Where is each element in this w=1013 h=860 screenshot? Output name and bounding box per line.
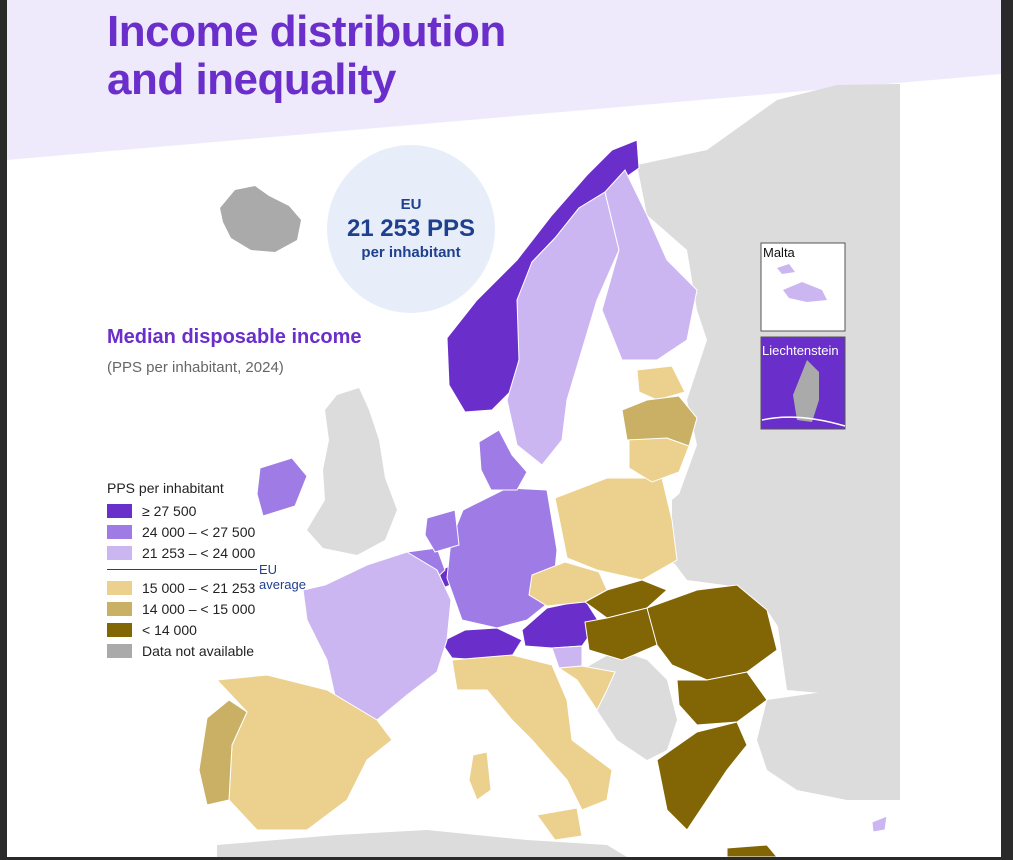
- class-mid-countries: [215, 365, 690, 841]
- legend-item: ≥ 27 500: [107, 500, 255, 521]
- eu-average-badge: EU 21 253 PPS per inhabitant: [327, 145, 495, 313]
- malta-inset-shape: [783, 282, 827, 302]
- poland: [554, 477, 678, 581]
- map-subtitle: (PPS per inhabitant, 2024): [107, 359, 284, 376]
- iceland: [220, 186, 301, 252]
- class-lowest-countries: [584, 579, 778, 857]
- legend-swatch: [107, 580, 132, 595]
- legend-swatch: [107, 643, 132, 658]
- legend-item: Data not available: [107, 640, 255, 661]
- legend-swatch: [107, 524, 132, 539]
- legend-label: ≥ 27 500: [142, 502, 197, 519]
- europe-map: [7, 0, 1001, 857]
- switzerland: [440, 627, 523, 661]
- legend-item: 14 000 – < 15 000: [107, 598, 255, 619]
- finland: [601, 169, 698, 361]
- legend-label: 15 000 – < 21 253: [142, 579, 256, 596]
- portugal: [198, 699, 248, 806]
- lithuania: [628, 437, 690, 483]
- class-above-average-countries: [302, 169, 888, 833]
- italy: [451, 654, 613, 811]
- malta-inset: [760, 242, 846, 332]
- legend-item: 15 000 – < 21 253: [107, 577, 255, 598]
- title-line-2: and inequality: [107, 55, 396, 104]
- eu-unit: per inhabitant: [361, 244, 461, 261]
- legend-swatch: [107, 622, 132, 637]
- ukraine-belarus-region: [672, 470, 900, 640]
- legend-label: 21 253 – < 24 000: [142, 544, 256, 561]
- slovenia: [551, 645, 583, 669]
- legend-label: 14 000 – < 15 000: [142, 600, 256, 617]
- germany: [446, 487, 558, 629]
- legend-label: < 14 000: [142, 621, 197, 638]
- liechtenstein-label: Liechtenstein: [762, 343, 839, 358]
- croatia: [557, 665, 616, 711]
- cyprus: [726, 844, 778, 857]
- legend-title: PPS per inhabitant: [107, 480, 224, 496]
- eu-average-label: EU average: [259, 562, 306, 592]
- map-title: Median disposable income: [107, 326, 362, 348]
- malta-map: [871, 815, 888, 833]
- map-legend: PPS per inhabitant ≥ 27 500 24 000 – < 2…: [107, 480, 306, 661]
- page-title: Income distribution and inequality: [107, 8, 506, 104]
- eu-label: EU: [400, 196, 422, 213]
- ireland: [256, 457, 308, 517]
- bulgaria: [676, 671, 768, 726]
- liechtenstein-inset: [760, 336, 846, 430]
- netherlands: [424, 509, 460, 553]
- denmark: [478, 429, 528, 491]
- title-line-1: Income distribution: [107, 7, 506, 56]
- legend-item: 21 253 – < 24 000: [107, 542, 255, 563]
- legend-swatch: [107, 601, 132, 616]
- uk-region: [307, 388, 397, 555]
- legend-label: 24 000 – < 27 500: [142, 523, 256, 540]
- legend-swatch: [107, 545, 132, 560]
- sardinia: [468, 751, 492, 801]
- eu-value: 21 253 PPS: [346, 215, 476, 242]
- north-africa-region: [217, 830, 627, 857]
- legend-label: Data not available: [142, 642, 255, 659]
- france: [302, 551, 452, 721]
- liechtenstein-inset-shape: [793, 360, 819, 422]
- sweden: [506, 191, 620, 466]
- malta-label: Malta: [763, 245, 795, 260]
- header-band: [7, 0, 1001, 160]
- estonia: [636, 365, 686, 401]
- greece: [656, 721, 748, 831]
- eu-average-separator: EU average: [107, 562, 306, 592]
- legend-item: < 14 000: [107, 619, 255, 640]
- romania: [646, 584, 778, 681]
- eu-average-line: [107, 569, 257, 570]
- sicily: [536, 807, 583, 841]
- legend-item: 24 000 – < 27 500: [107, 521, 255, 542]
- turkey-region: [757, 690, 900, 800]
- latvia: [621, 395, 698, 447]
- gozo-inset-shape: [777, 264, 795, 274]
- infographic-page: Income distribution and inequality EU 21…: [7, 0, 1001, 857]
- legend-swatch: [107, 503, 132, 518]
- class-low-countries: [198, 395, 698, 806]
